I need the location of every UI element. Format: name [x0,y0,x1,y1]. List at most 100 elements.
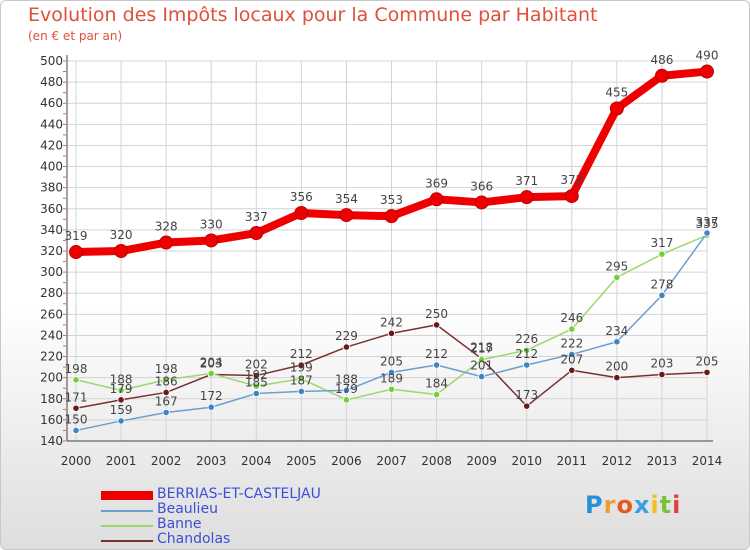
logo-letter: x [633,491,651,519]
data-label-1: 234 [605,324,628,338]
legend-label: BERRIAS-ET-CASTELJAU [157,486,321,502]
x-tick-label: 2008 [421,454,452,468]
data-label-2: 188 [110,372,133,386]
x-tick-label: 2000 [61,454,92,468]
data-label-3: 179 [110,382,133,396]
data-label-2: 317 [650,236,673,250]
y-tick-label: 240 [40,328,63,342]
data-label-0: 320 [110,228,133,242]
data-label-0: 337 [245,210,268,224]
data-point-1 [568,350,576,359]
data-label-3: 242 [380,315,403,329]
legend-swatch [101,491,153,500]
data-point-0 [384,209,399,224]
logo-letter: r [603,491,617,519]
data-point-3 [72,404,80,412]
chart-title: Evolution des Impôts locaux pour la Comm… [28,4,598,26]
y-tick-label: 400 [40,160,63,174]
data-point-2 [658,250,666,258]
y-tick-label: 420 [40,138,63,152]
data-point-0 [564,189,579,204]
data-point-3 [568,366,576,374]
data-label-1: 278 [650,277,673,291]
y-tick-label: 300 [40,265,63,279]
x-tick-label: 2011 [557,454,588,468]
data-label-0: 319 [65,229,88,243]
logo-letter: o [616,491,634,519]
data-point-1 [478,373,486,381]
chart-subtitle: (en € et par an) [28,29,123,43]
y-tick-label: 320 [40,244,63,258]
y-tick-label: 140 [40,434,63,448]
data-label-2: 226 [515,332,538,346]
x-tick-label: 2010 [511,454,542,468]
data-point-2 [252,382,260,390]
data-label-0: 366 [470,179,493,193]
data-label-0: 353 [380,193,403,207]
x-tick-label: 2004 [241,454,272,468]
data-point-2 [613,273,621,281]
legend-swatch [101,510,153,512]
data-label-1: 212 [425,347,448,361]
data-point-2 [162,376,170,384]
legend-swatch [101,525,153,527]
data-point-1 [162,408,170,417]
data-point-2 [568,325,576,333]
data-label-0: 330 [200,217,223,231]
data-label-1: 188 [335,372,358,386]
data-label-1: 205 [380,354,403,368]
data-point-2 [387,385,396,393]
data-label-0: 369 [425,176,448,190]
data-point-2 [117,386,125,394]
y-tick-label: 500 [40,54,63,68]
data-label-1: 337 [696,215,719,229]
data-point-1 [432,361,441,369]
data-label-3: 202 [245,358,268,372]
data-label-2: 204 [200,355,223,369]
legend-label: Beaulieu [157,501,218,517]
x-tick-label: 2007 [376,454,407,468]
y-tick-label: 200 [40,371,63,385]
data-point-3 [613,374,621,382]
logo-letter: i [672,491,682,519]
data-point-3 [162,388,170,397]
data-label-0: 356 [290,190,313,204]
data-point-3 [342,343,351,351]
logo-letter: P [585,491,604,519]
data-point-3 [297,361,305,369]
data-label-2: 179 [335,382,358,396]
data-label-1: 159 [110,403,133,417]
data-label-1: 201 [470,359,493,373]
data-point-1 [117,417,125,425]
data-point-2 [297,375,305,383]
data-label-2: 192 [245,368,268,382]
data-label-3: 186 [155,374,178,388]
data-label-2: 199 [290,361,313,375]
data-point-1 [613,338,621,346]
x-tick-label: 2012 [602,454,633,468]
data-label-1: 150 [65,412,88,426]
data-label-0: 455 [605,86,628,100]
proxiti-logo: Proxiti [585,491,681,519]
data-point-3 [117,396,125,404]
data-label-1: 167 [155,395,178,409]
x-tick-label: 2001 [106,454,137,468]
data-point-3 [387,329,396,337]
data-label-2: 217 [470,342,493,356]
data-label-3: 212 [290,347,313,361]
data-label-2: 184 [425,377,448,391]
data-point-0 [114,244,129,258]
y-tick-label: 440 [40,117,63,131]
data-label-3: 250 [425,307,448,321]
data-label-1: 185 [245,376,268,390]
y-tick-label: 160 [40,413,63,427]
y-tick-label: 460 [40,96,63,110]
data-label-2: 246 [560,311,583,325]
data-point-2 [342,396,351,404]
data-label-1: 212 [515,347,538,361]
data-point-1 [252,389,260,398]
data-point-0 [204,233,219,248]
data-label-3: 173 [515,388,538,402]
x-tick-label: 2002 [151,454,182,468]
